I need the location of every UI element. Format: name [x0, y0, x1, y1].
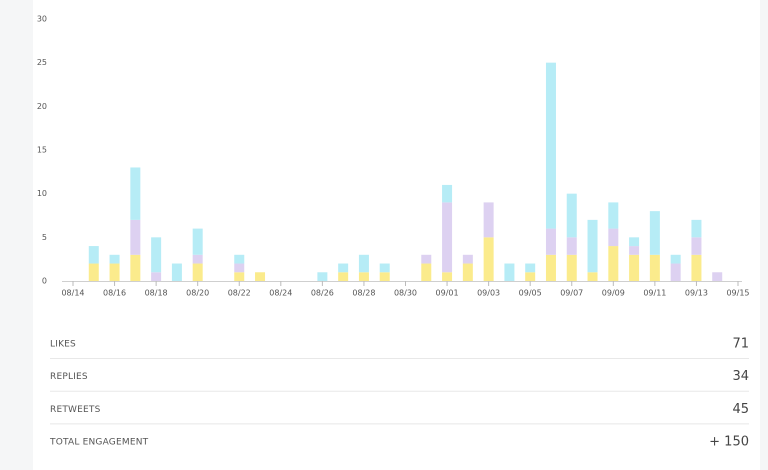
bar-segment [525, 272, 536, 281]
bar-segment [587, 219, 598, 273]
bar-segment [608, 202, 619, 229]
x-tick-label: 08/18 [145, 289, 168, 298]
y-tick-label: 15 [37, 146, 47, 155]
bar-segment [691, 219, 702, 238]
bar-segment [483, 202, 494, 238]
bar-segment [109, 254, 120, 264]
bar-segment [587, 272, 598, 281]
x-tick-label: 08/28 [352, 289, 375, 298]
bar-segment [691, 254, 702, 281]
bar-segment [649, 211, 660, 255]
bar-segment [358, 272, 369, 281]
bar-segment [566, 254, 577, 281]
bar-segment [151, 237, 162, 273]
bar-segment [234, 254, 245, 264]
x-tick-label: 09/05 [519, 289, 542, 298]
bar-segment [421, 254, 432, 264]
x-tick-label: 08/24 [269, 289, 292, 298]
bar-segment [151, 272, 162, 281]
row-value: 45 [732, 402, 749, 417]
bar-segment [130, 167, 141, 220]
x-tick-label: 08/26 [311, 289, 334, 298]
bar-segment [629, 237, 640, 247]
bar-segment [338, 263, 349, 273]
x-tick-label: 09/11 [643, 289, 666, 298]
bar-segment [566, 193, 577, 238]
bar-segment [421, 263, 432, 281]
row-label: REPLIES [50, 372, 88, 382]
y-tick-label: 20 [37, 102, 47, 111]
row-label: TOTAL ENGAGEMENT [49, 438, 149, 448]
engagement-table: LIKES 71 REPLIES 34 RETWEETS 45 TOTAL ENGAGEME… [49, 337, 749, 450]
bar-segment [608, 228, 619, 247]
y-tick-label: 0 [42, 277, 47, 286]
bar-segment [629, 254, 640, 281]
bar-segment [88, 246, 99, 264]
bar-segment [192, 254, 203, 264]
bar-segment [442, 272, 453, 281]
row-value: + 150 [709, 435, 749, 450]
row-value: 71 [732, 337, 749, 352]
bar-segment [649, 254, 660, 281]
bar-segment [712, 272, 723, 281]
bar-segment [670, 254, 681, 264]
bar-segment [234, 272, 245, 281]
y-tick-label: 10 [37, 189, 47, 198]
bar-segment [130, 254, 141, 281]
x-tick-label: 08/20 [186, 289, 209, 298]
x-tick-label: 08/14 [61, 289, 84, 298]
bar-segment [171, 263, 182, 281]
bar-segment [442, 184, 453, 203]
bar-segment [483, 237, 494, 281]
x-tick-label: 08/30 [394, 289, 417, 298]
bar-segment [608, 246, 619, 281]
bar-segment [317, 272, 328, 281]
bar-segment [545, 62, 556, 229]
bar-segment [525, 263, 536, 273]
engagement-chart: 0 5 10 15 20 25 30 08/14 08/16 08/18 08/20 08/22 08/… [37, 15, 750, 298]
x-tick-label: 08/16 [103, 289, 126, 298]
y-tick-label: 5 [42, 233, 47, 242]
x-tick-label: 09/07 [560, 289, 583, 298]
y-tick-label: 25 [37, 58, 47, 67]
bar-segment [255, 272, 266, 281]
row-label: LIKES [50, 340, 76, 350]
bar-segment [192, 263, 203, 281]
bar-segment [442, 202, 453, 273]
x-tick-label: 09/03 [477, 289, 500, 298]
bar-segment [379, 272, 390, 281]
bar-segment [691, 237, 702, 255]
bar-segment [629, 246, 640, 255]
bar-segment [462, 254, 473, 264]
bar-segment [88, 263, 99, 281]
x-tick-label: 09/09 [602, 289, 625, 298]
bar-segment [192, 228, 203, 255]
bar-segment [504, 263, 515, 281]
x-tick-label: 09/15 [726, 289, 749, 298]
bar-segment [130, 219, 141, 255]
x-tick-label: 09/01 [436, 289, 459, 298]
bar-segment [358, 254, 369, 273]
bar-segment [462, 263, 473, 281]
x-tick-label: 08/22 [228, 289, 251, 298]
bar-segment [670, 263, 681, 281]
y-tick-label: 30 [37, 15, 47, 24]
bar-segment [566, 237, 577, 255]
bar-segment [234, 263, 245, 273]
bar-segment [545, 228, 556, 255]
bar-segment [379, 263, 390, 273]
row-label: RETWEETS [50, 405, 101, 415]
x-tick-label: 09/13 [685, 289, 708, 298]
row-value: 34 [732, 369, 749, 384]
bar-segment [109, 263, 120, 281]
bar-segment [545, 254, 556, 281]
bar-segment [338, 272, 349, 281]
